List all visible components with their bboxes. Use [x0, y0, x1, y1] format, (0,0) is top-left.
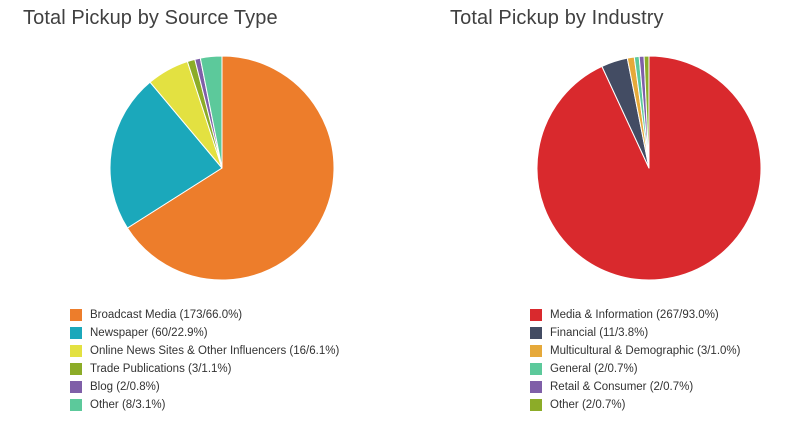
legend-swatch	[530, 363, 542, 375]
legend-swatch	[70, 381, 82, 393]
legend-item-general[interactable]: General (2/0.7%)	[530, 360, 740, 378]
legend-swatch	[70, 345, 82, 357]
legend-swatch	[530, 345, 542, 357]
legend-item-other[interactable]: Other (8/3.1%)	[70, 396, 339, 414]
legend-swatch	[70, 363, 82, 375]
legend-swatch	[70, 399, 82, 411]
legend-label: Other (2/0.7%)	[550, 399, 626, 411]
pie-slice-other[interactable]	[199, 55, 223, 169]
legend-item-online-news-sites-other-influencers[interactable]: Online News Sites & Other Influencers (1…	[70, 342, 339, 360]
legend-item-newspaper[interactable]: Newspaper (60/22.9%)	[70, 324, 339, 342]
legend-item-financial[interactable]: Financial (11/3.8%)	[530, 324, 740, 342]
legend-swatch	[530, 381, 542, 393]
legend-swatch	[530, 309, 542, 321]
legend-label: Broadcast Media (173/66.0%)	[90, 309, 243, 321]
industry-legend: Media & Information (267/93.0%) Financial…	[530, 306, 740, 414]
industry-pie-chart	[536, 55, 762, 281]
legend-label: Newspaper (60/22.9%)	[90, 327, 208, 339]
legend-item-other[interactable]: Other (2/0.7%)	[530, 396, 740, 414]
legend-item-retail-consumer[interactable]: Retail & Consumer (2/0.7%)	[530, 378, 740, 396]
legend-label: Financial (11/3.8%)	[550, 327, 649, 339]
legend-swatch	[70, 327, 82, 339]
pie-slice-broadcast-media[interactable]	[126, 55, 335, 281]
industry-chart-title: Total Pickup by Industry	[450, 7, 664, 29]
legend-label: General (2/0.7%)	[550, 363, 638, 375]
legend-item-multicultural-demographic[interactable]: Multicultural & Demographic (3/1.0%)	[530, 342, 740, 360]
legend-item-media-information[interactable]: Media & Information (267/93.0%)	[530, 306, 740, 324]
pie-slice-other[interactable]	[643, 55, 650, 169]
legend-label: Other (8/3.1%)	[90, 399, 166, 411]
legend-label: Trade Publications (3/1.1%)	[90, 363, 232, 375]
legend-label: Blog (2/0.8%)	[90, 381, 160, 393]
legend-label: Online News Sites & Other Influencers (1…	[90, 345, 340, 357]
legend-swatch	[70, 309, 82, 321]
pie-slice-newspaper[interactable]	[109, 81, 223, 229]
legend-item-trade-publications[interactable]: Trade Publications (3/1.1%)	[70, 360, 339, 378]
legend-item-blog[interactable]: Blog (2/0.8%)	[70, 378, 339, 396]
source-type-legend: Broadcast Media (173/66.0%) Newspaper (60…	[70, 306, 339, 414]
legend-label: Multicultural & Demographic (3/1.0%)	[550, 345, 741, 357]
legend-item-broadcast-media[interactable]: Broadcast Media (173/66.0%)	[70, 306, 339, 324]
legend-label: Media & Information (267/93.0%)	[550, 309, 719, 321]
source-type-pie-chart	[109, 55, 335, 281]
legend-label: Retail & Consumer (2/0.7%)	[550, 381, 694, 393]
legend-swatch	[530, 399, 542, 411]
legend-swatch	[530, 327, 542, 339]
source-type-chart-title: Total Pickup by Source Type	[23, 7, 278, 29]
